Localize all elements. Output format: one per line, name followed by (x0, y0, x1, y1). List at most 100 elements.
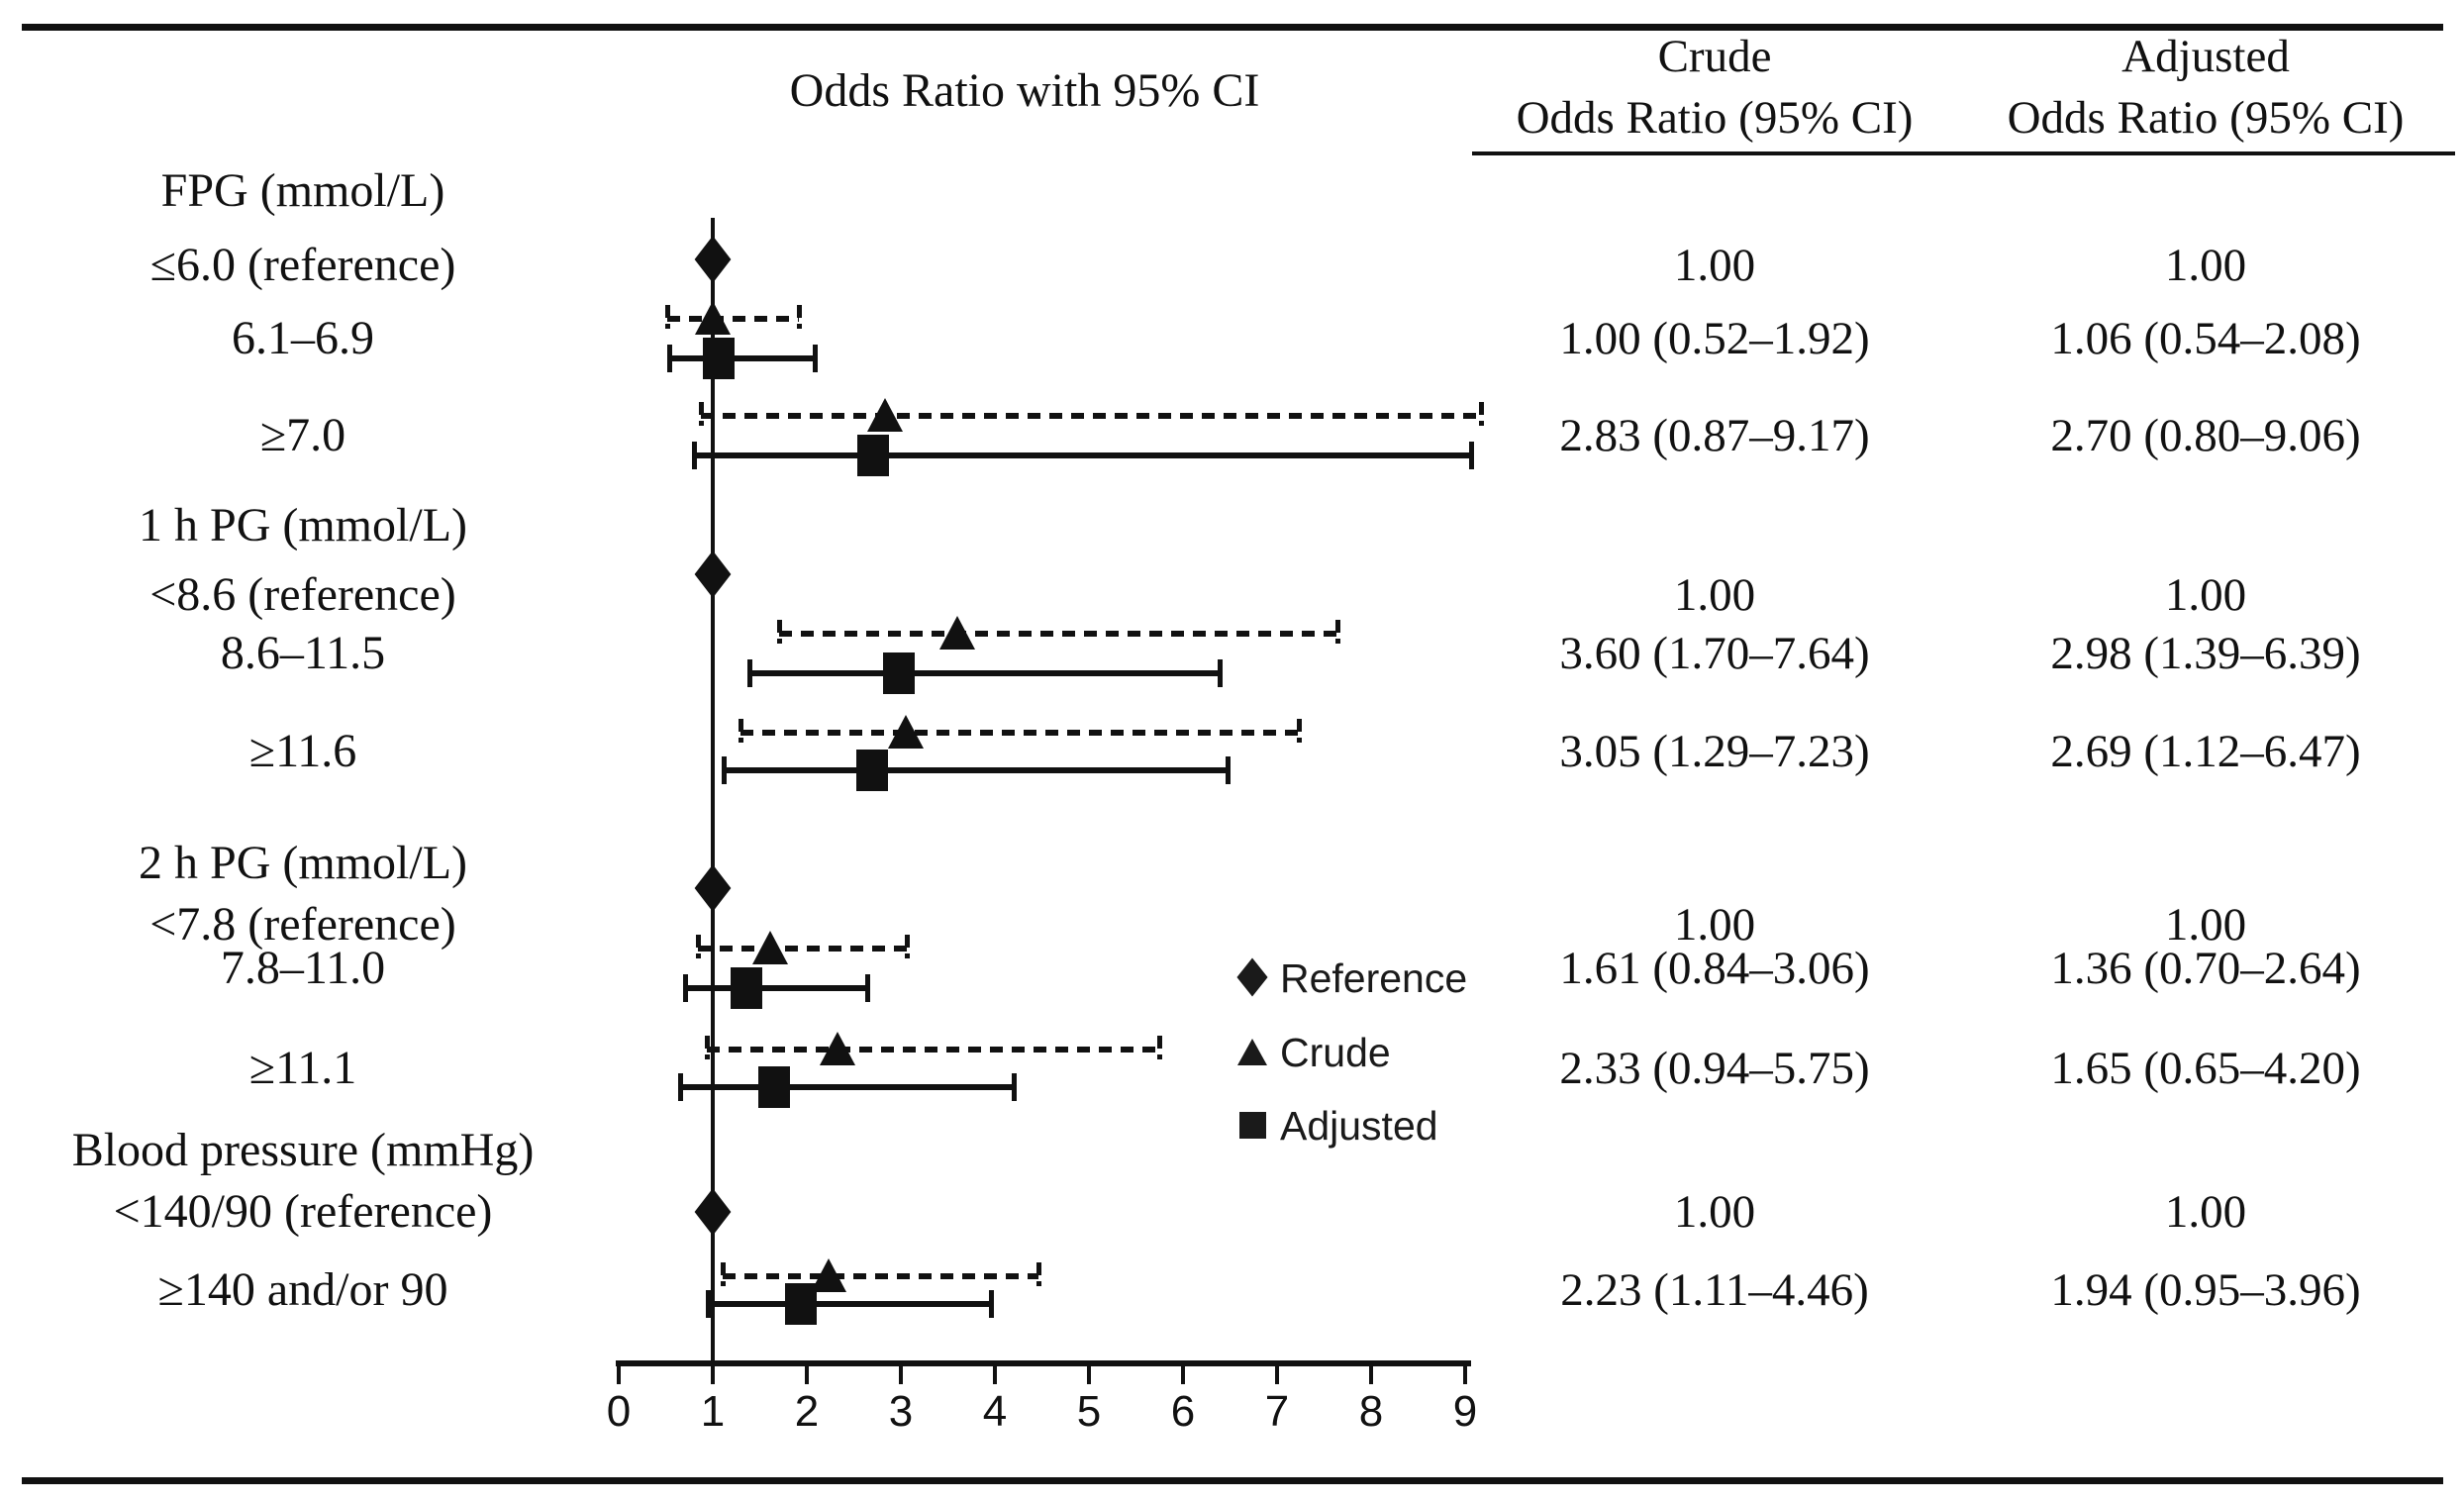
crude-or-cell: 2.23 (1.11–4.46) (1560, 1264, 1869, 1316)
adjusted-ci-line (684, 985, 867, 991)
x-tick-label: 1 (700, 1387, 726, 1436)
x-tick-mark (1275, 1364, 1279, 1384)
crude-or-triangle-marker (939, 616, 975, 650)
adjusted-or-cell: 1.00 (2164, 240, 2247, 291)
crude-ci-cap-right-dot (797, 324, 803, 329)
x-tick-mark (805, 1364, 809, 1384)
row-label: 7.8–11.0 (220, 942, 386, 994)
crude-ci-cap-right-dot (1479, 421, 1485, 426)
x-tick-mark (1463, 1364, 1467, 1384)
adjusted-ci-cap-left (706, 1290, 712, 1318)
crude-ci-cap-left-dot (738, 738, 743, 743)
reference-diamond-marker (694, 236, 732, 283)
crude-ci-cap-left (738, 719, 743, 732)
crude-column-header: Crude Odds Ratio (95% CI) (1457, 26, 1972, 149)
reference-diamond-marker (694, 864, 732, 912)
adjusted-square-icon (1239, 1112, 1266, 1139)
crude-ci-cap-right (1296, 719, 1302, 732)
adjusted-or-cell: 1.00 (2164, 1186, 2247, 1238)
crude-ci-cap-left (721, 1262, 727, 1275)
adjusted-or-square-marker (883, 652, 916, 694)
crude-ci-line (739, 730, 1299, 736)
crude-ci-cap-right-dot (1157, 1054, 1163, 1059)
crude-or-triangle-marker (695, 301, 731, 335)
x-tick-label: 6 (1170, 1387, 1196, 1436)
row-label: 8.6–11.5 (220, 627, 386, 679)
x-tick-mark (711, 1364, 715, 1384)
x-tick-label: 5 (1076, 1387, 1102, 1436)
adjusted-ci-cap-left (677, 1073, 683, 1101)
crude-ci-cap-right (797, 305, 803, 318)
bottom-rule (22, 1477, 2443, 1484)
adjusted-ci-cap-left (667, 345, 673, 372)
crude-ci-cap-right (1035, 1262, 1041, 1275)
legend-label-adjusted: Adjusted (1280, 1103, 1438, 1149)
crude-ci-cap-left (665, 305, 671, 318)
crude-or-triangle-marker (820, 1032, 856, 1065)
column-header-underline (1472, 151, 2455, 155)
adjusted-or-square-marker (757, 1066, 790, 1108)
crude-header-line1: Crude (1657, 31, 1772, 82)
adjusted-ci-line (708, 1301, 992, 1307)
adjusted-ci-cap-right (864, 974, 870, 1002)
x-tick-mark (1181, 1364, 1185, 1384)
crude-or-triangle-marker (751, 931, 788, 964)
adjusted-or-square-marker (731, 967, 763, 1009)
crude-or-cell: 1.00 (1673, 240, 1756, 291)
adjusted-or-cell: 2.70 (0.80–9.06) (2050, 410, 2361, 461)
adjusted-ci-cap-left (682, 974, 688, 1002)
x-tick-label: 2 (794, 1387, 820, 1436)
adjusted-or-cell: 1.36 (0.70–2.64) (2050, 943, 2361, 994)
adjusted-ci-line (749, 670, 1221, 676)
crude-ci-cap-left-dot (695, 953, 701, 958)
crude-ci-line (723, 1273, 1038, 1279)
legend-label-crude: Crude (1280, 1030, 1391, 1075)
reference-line-or-1 (711, 218, 715, 1378)
x-axis-line (616, 1360, 1471, 1366)
adjusted-ci-line (724, 767, 1228, 773)
crude-ci-line (667, 316, 800, 322)
adjusted-or-cell: 1.00 (2164, 569, 2247, 621)
adjusted-ci-cap-right (1012, 1073, 1017, 1101)
crude-ci-cap-right-dot (1296, 738, 1302, 743)
reference-diamond-marker (694, 551, 732, 598)
adjusted-or-cell: 2.69 (1.12–6.47) (2050, 726, 2361, 777)
crude-ci-cap-left-dot (698, 421, 704, 426)
adjusted-or-cell: 1.94 (0.95–3.96) (2050, 1264, 2361, 1316)
crude-ci-cap-left-dot (776, 639, 782, 644)
crude-or-cell: 1.00 (1673, 899, 1756, 951)
crude-ci-cap-left (705, 1036, 711, 1049)
row-label: ≥140 and/or 90 (157, 1263, 448, 1316)
adjusted-ci-cap-right (812, 345, 818, 372)
crude-or-cell: 3.60 (1.70–7.64) (1559, 628, 1870, 679)
crude-ci-cap-left (698, 402, 704, 415)
row-label: <8.6 (reference) (149, 568, 456, 621)
crude-ci-line (700, 413, 1482, 419)
x-tick-label: 8 (1358, 1387, 1384, 1436)
crude-ci-line (778, 631, 1337, 637)
adjusted-header-line2: Odds Ratio (95% CI) (2007, 92, 2405, 144)
crude-ci-cap-left-dot (721, 1281, 727, 1286)
group-label: 2 h PG (mmol/L) (139, 837, 467, 889)
x-tick-label: 0 (606, 1387, 632, 1436)
crude-or-cell: 1.00 (1673, 1186, 1756, 1238)
crude-or-triangle-marker (866, 398, 903, 432)
row-label: <140/90 (reference) (113, 1185, 493, 1238)
x-tick-label: 3 (888, 1387, 914, 1436)
adjusted-ci-cap-left (692, 442, 697, 469)
x-tick-mark (1087, 1364, 1091, 1384)
x-tick-label: 4 (982, 1387, 1008, 1436)
adjusted-or-square-marker (702, 338, 735, 379)
crude-triangle-icon (1237, 1039, 1267, 1065)
adjusted-or-cell: 2.98 (1.39–6.39) (2050, 628, 2361, 679)
crude-ci-cap-right (904, 935, 910, 948)
crude-ci-cap-right (1334, 620, 1340, 633)
x-tick-label: 9 (1452, 1387, 1478, 1436)
row-label: <7.8 (reference) (149, 898, 456, 951)
crude-ci-cap-right-dot (904, 953, 910, 958)
x-tick-mark (899, 1364, 903, 1384)
row-label: 6.1–6.9 (232, 312, 374, 364)
crude-or-cell: 1.00 (1673, 569, 1756, 621)
row-label: ≤6.0 (reference) (149, 239, 456, 291)
